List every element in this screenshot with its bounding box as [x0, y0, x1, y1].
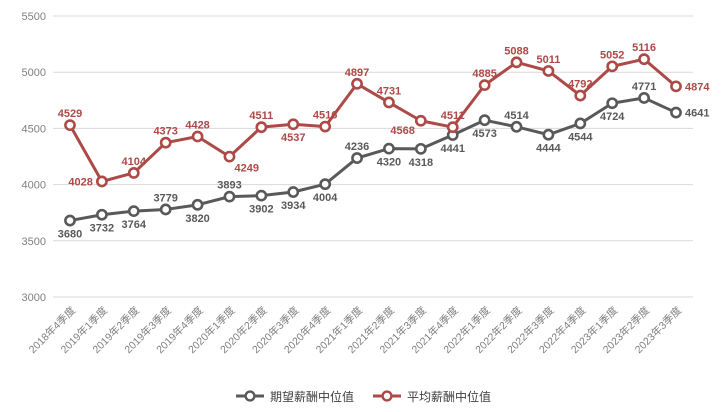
data-point-label: 4444 [536, 143, 561, 155]
data-point-marker [159, 203, 172, 216]
data-point-label: 4004 [313, 192, 338, 204]
y-axis-tick-label: 3500 [22, 236, 46, 248]
data-point-marker [191, 130, 204, 143]
data-point-marker [64, 214, 76, 227]
data-point-label: 5116 [632, 42, 656, 54]
data-point-label: 4897 [345, 67, 369, 79]
data-point-label: 5052 [600, 49, 624, 61]
data-point-label: 4441 [440, 143, 464, 155]
data-point-label: 3779 [153, 192, 177, 204]
data-point-marker [478, 79, 491, 92]
data-point-label: 4792 [568, 79, 592, 91]
legend: 期望薪酬中位值 平均薪酬中位值 [0, 380, 726, 412]
data-point-label: 5011 [536, 54, 560, 66]
data-point-marker [95, 175, 108, 188]
data-point-marker [287, 186, 300, 198]
data-point-marker [351, 152, 363, 164]
y-axis-tick-label: 3000 [22, 292, 46, 304]
data-point-label: 3680 [58, 229, 82, 241]
legend-label-expected-salary: 期望薪酬中位值 [269, 389, 354, 404]
data-point-label: 4529 [58, 108, 82, 120]
y-axis-tick-label: 4500 [22, 123, 46, 135]
plot-area: 3000350040004500500055002018年4季度2019年1季度… [22, 11, 711, 356]
data-point-label: 4511 [441, 110, 465, 122]
data-point-label: 4516 [313, 110, 337, 122]
data-point-marker [383, 142, 395, 155]
data-point-marker [478, 114, 491, 127]
legend-item-expected-salary: 期望薪酬中位值 [235, 388, 354, 405]
data-point-label: 4568 [390, 125, 414, 137]
data-point-marker [127, 205, 140, 218]
data-point-marker [542, 65, 555, 77]
data-point-marker [255, 189, 268, 202]
data-point-marker [223, 190, 236, 203]
data-point-marker [606, 60, 619, 73]
data-point-marker [574, 117, 587, 130]
data-point-marker [670, 106, 682, 119]
data-point-marker [159, 136, 172, 149]
data-point-label: 4514 [504, 110, 529, 122]
data-point-marker [606, 97, 619, 110]
data-point-label: 3820 [185, 213, 209, 225]
legend-circle-marker [244, 390, 256, 402]
y-axis-tick-label: 5000 [22, 67, 46, 79]
legend-circle-marker [381, 390, 393, 402]
data-point-marker [383, 96, 395, 109]
line-marker-icon [235, 390, 264, 402]
data-point-marker [510, 120, 523, 133]
data-point-label: 4373 [153, 126, 177, 138]
data-point-marker [510, 56, 523, 69]
data-point-label: 5088 [504, 45, 528, 57]
data-point-label: 4874 [685, 81, 710, 93]
data-point-label: 4544 [568, 131, 593, 143]
data-point-marker [638, 92, 651, 104]
data-point-marker [95, 208, 108, 221]
data-point-label: 4641 [685, 108, 709, 120]
data-point-label: 3893 [217, 180, 241, 192]
data-point-label: 4731 [377, 85, 401, 97]
data-point-label: 4573 [472, 128, 496, 140]
data-point-label: 4320 [377, 157, 401, 169]
data-point-marker [638, 53, 651, 66]
data-point-marker [319, 120, 332, 133]
y-axis-tick-label: 4000 [22, 180, 46, 192]
legend-item-average-salary: 平均薪酬中位值 [372, 388, 491, 405]
data-point-label: 4428 [185, 119, 209, 131]
data-point-label: 3902 [249, 204, 273, 216]
data-point-marker [191, 198, 204, 211]
data-point-label: 4885 [472, 68, 496, 80]
data-point-marker [351, 77, 363, 90]
data-point-label: 4537 [281, 132, 305, 144]
data-point-marker [64, 119, 76, 132]
y-axis-tick-label: 5500 [22, 11, 46, 23]
data-point-label: 4511 [249, 110, 273, 122]
data-point-label: 3934 [281, 200, 306, 212]
data-point-label: 4724 [600, 111, 625, 123]
data-point-marker [670, 80, 682, 93]
data-point-label: 4249 [234, 163, 258, 175]
data-point-marker [574, 89, 587, 102]
data-point-label: 3732 [90, 223, 114, 235]
data-point-marker [287, 118, 300, 131]
data-point-marker [414, 142, 427, 155]
data-point-label: 4104 [122, 156, 147, 168]
legend-label-average-salary: 平均薪酬中位值 [407, 389, 492, 404]
data-point-marker [319, 178, 332, 191]
data-point-marker [542, 128, 555, 141]
data-point-label: 4318 [409, 157, 433, 169]
data-point-label: 4028 [68, 176, 92, 188]
data-point-label: 3764 [122, 219, 147, 231]
data-point-marker [255, 121, 268, 134]
data-point-marker [446, 121, 459, 134]
data-point-label: 4236 [345, 141, 369, 153]
data-point-marker [223, 150, 236, 163]
data-point-marker [127, 167, 140, 179]
line-marker-icon [373, 390, 401, 402]
data-point-marker [414, 114, 427, 127]
data-point-label: 4771 [632, 81, 656, 93]
